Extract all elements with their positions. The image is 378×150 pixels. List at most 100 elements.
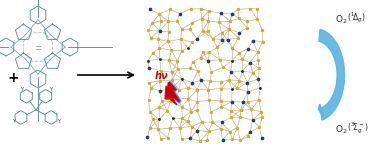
Point — [145, 59, 151, 62]
Point — [204, 30, 211, 33]
Point — [147, 8, 153, 11]
Point — [247, 7, 253, 10]
Point — [218, 81, 224, 83]
Point — [156, 30, 163, 32]
Point — [228, 116, 234, 119]
Point — [218, 121, 225, 123]
Point — [206, 130, 212, 133]
Point — [179, 106, 185, 108]
Polygon shape — [166, 82, 179, 102]
Point — [174, 96, 180, 99]
Text: O$_2$: O$_2$ — [335, 124, 348, 136]
Point — [249, 39, 256, 42]
Point — [259, 116, 265, 118]
Point — [179, 28, 185, 30]
Point — [227, 130, 233, 133]
Point — [146, 29, 152, 32]
Point — [220, 66, 226, 69]
Point — [197, 140, 203, 142]
Point — [216, 21, 222, 24]
Point — [189, 125, 195, 128]
Point — [256, 78, 262, 80]
Point — [218, 106, 225, 108]
Point — [170, 117, 176, 119]
Text: Y: Y — [49, 87, 52, 92]
Point — [158, 138, 164, 140]
Point — [200, 51, 206, 53]
Point — [256, 126, 262, 128]
Point — [179, 117, 185, 120]
Point — [240, 101, 246, 103]
Point — [170, 86, 176, 88]
Point — [185, 98, 191, 100]
Point — [237, 109, 243, 112]
Point — [239, 70, 245, 72]
Point — [228, 110, 234, 112]
Polygon shape — [166, 83, 179, 103]
Point — [194, 37, 200, 40]
Point — [189, 22, 195, 24]
Point — [244, 81, 250, 84]
Point — [167, 8, 173, 10]
Text: +: + — [7, 71, 19, 85]
Polygon shape — [165, 86, 177, 105]
Point — [254, 18, 260, 20]
Point — [208, 111, 214, 113]
Text: Y: Y — [20, 87, 23, 92]
Point — [205, 20, 211, 22]
Point — [244, 26, 250, 29]
Point — [257, 87, 263, 89]
Point — [225, 38, 231, 41]
Point — [179, 138, 185, 140]
Point — [188, 111, 194, 113]
Point — [219, 39, 225, 41]
Point — [200, 30, 206, 32]
Point — [147, 37, 153, 39]
Point — [245, 101, 251, 103]
Point — [159, 100, 165, 102]
Point — [176, 89, 182, 91]
Point — [158, 20, 164, 22]
Point — [178, 38, 184, 40]
Point — [235, 36, 242, 39]
Point — [185, 47, 191, 49]
Point — [166, 31, 172, 33]
Point — [218, 128, 224, 130]
Point — [254, 8, 260, 10]
Point — [157, 58, 163, 60]
Point — [249, 71, 256, 74]
Point — [247, 131, 253, 133]
Point — [148, 87, 154, 89]
Polygon shape — [168, 81, 181, 101]
Point — [245, 135, 251, 138]
Point — [158, 70, 164, 72]
Point — [165, 20, 171, 22]
Point — [149, 22, 155, 24]
Point — [198, 56, 204, 59]
Point — [228, 70, 234, 73]
Point — [239, 58, 245, 61]
Point — [209, 37, 215, 40]
Point — [234, 87, 240, 90]
Point — [187, 67, 193, 69]
Point — [217, 58, 223, 61]
Point — [156, 106, 162, 109]
Polygon shape — [168, 82, 181, 102]
Point — [146, 81, 152, 84]
Point — [156, 118, 162, 121]
Point — [229, 138, 235, 141]
Point — [147, 127, 153, 129]
Point — [236, 17, 242, 20]
Point — [185, 87, 191, 89]
Point — [189, 82, 195, 84]
Point — [244, 20, 250, 23]
Polygon shape — [167, 83, 180, 103]
Point — [255, 51, 261, 53]
Point — [150, 52, 156, 54]
Point — [229, 47, 235, 50]
Point — [247, 61, 253, 64]
Point — [179, 50, 185, 52]
Point — [204, 139, 210, 142]
Text: hν: hν — [155, 71, 169, 81]
Polygon shape — [319, 104, 324, 119]
